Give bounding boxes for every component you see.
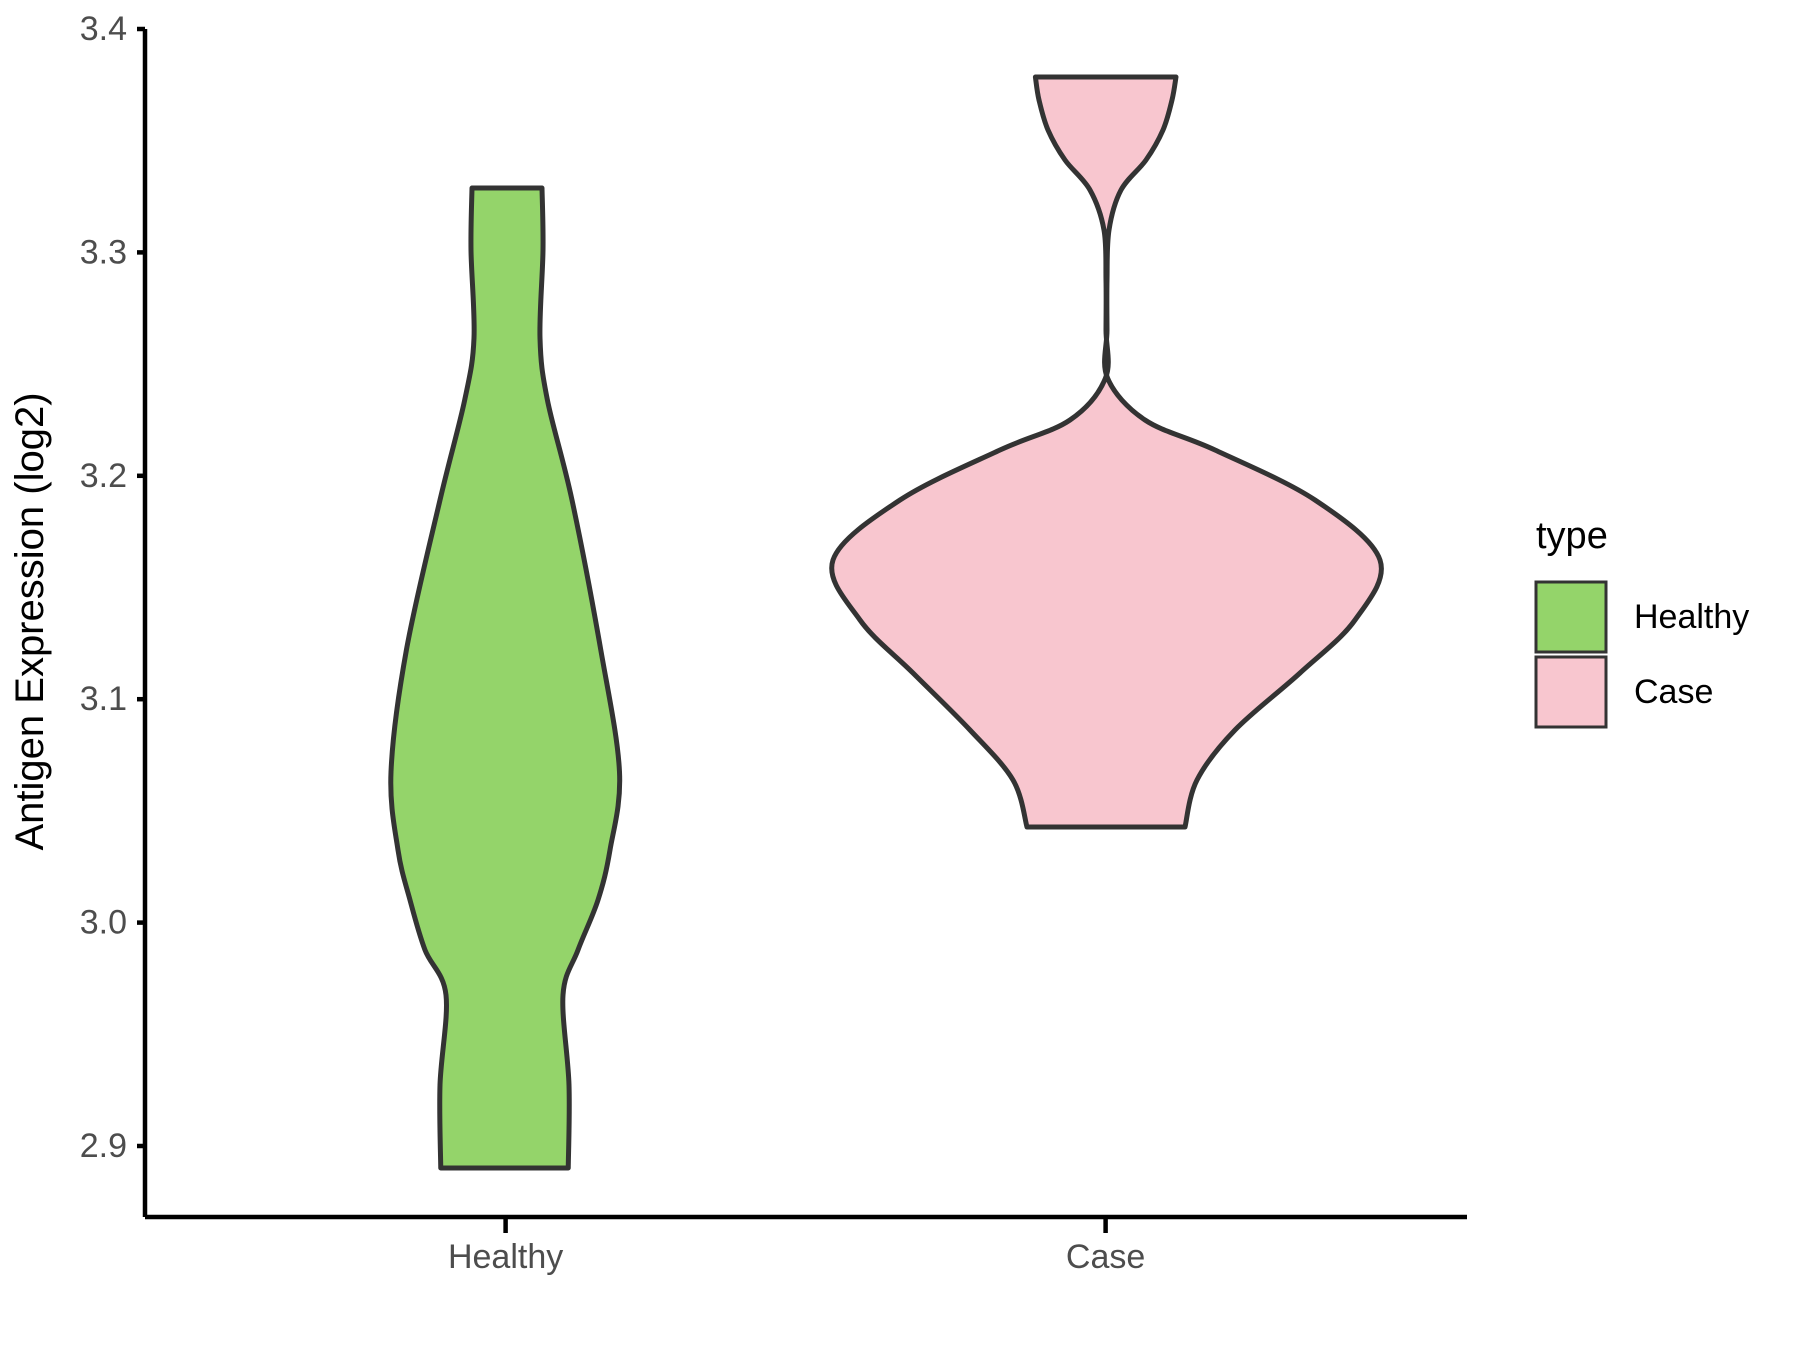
svg-text:Healthy: Healthy — [1634, 598, 1749, 636]
svg-text:3.4: 3.4 — [80, 10, 127, 48]
svg-text:Healthy: Healthy — [448, 1238, 563, 1276]
svg-text:3.0: 3.0 — [80, 904, 127, 942]
svg-text:Case: Case — [1066, 1238, 1145, 1276]
svg-text:3.2: 3.2 — [80, 457, 127, 495]
svg-text:3.3: 3.3 — [80, 233, 127, 271]
svg-text:type: type — [1536, 515, 1608, 557]
svg-text:2.9: 2.9 — [80, 1127, 127, 1165]
svg-text:Case: Case — [1634, 673, 1713, 711]
svg-text:Antigen Expression (log2): Antigen Expression (log2) — [8, 392, 52, 850]
svg-text:3.1: 3.1 — [80, 680, 127, 718]
